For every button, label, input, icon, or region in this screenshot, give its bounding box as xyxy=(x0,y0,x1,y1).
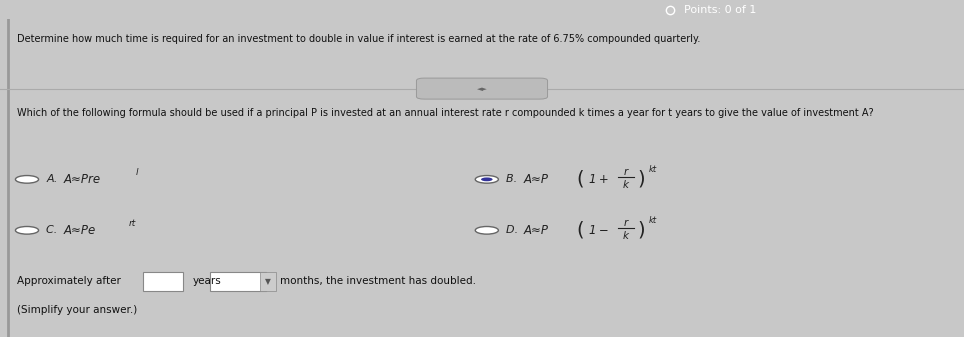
Text: 1 −: 1 − xyxy=(589,224,608,237)
Text: k: k xyxy=(623,231,629,241)
Text: 1 +: 1 + xyxy=(589,173,608,186)
Circle shape xyxy=(15,226,39,234)
Text: months, the investment has doubled.: months, the investment has doubled. xyxy=(280,276,475,286)
Text: Points: 0 of 1: Points: 0 of 1 xyxy=(684,5,757,15)
Text: (Simplify your answer.): (Simplify your answer.) xyxy=(17,305,138,315)
Text: (: ( xyxy=(576,221,584,240)
Text: (: ( xyxy=(576,170,584,189)
Circle shape xyxy=(481,178,493,181)
Text: ▼: ▼ xyxy=(265,277,271,286)
Text: r: r xyxy=(624,167,628,177)
Text: B.: B. xyxy=(506,174,524,184)
FancyBboxPatch shape xyxy=(260,272,276,291)
Text: ): ) xyxy=(637,170,645,189)
Text: ◄►: ◄► xyxy=(476,86,488,92)
Text: rt: rt xyxy=(129,219,137,228)
Text: Approximately after: Approximately after xyxy=(17,276,121,286)
FancyBboxPatch shape xyxy=(143,272,183,291)
Text: k: k xyxy=(623,180,629,190)
Text: A≈P: A≈P xyxy=(523,224,549,237)
Text: kt: kt xyxy=(649,165,656,174)
Text: D.: D. xyxy=(506,225,525,235)
Text: A.: A. xyxy=(46,174,65,184)
Text: A≈Pre: A≈Pre xyxy=(64,173,101,186)
FancyBboxPatch shape xyxy=(416,78,548,99)
Text: ): ) xyxy=(637,221,645,240)
Text: kt: kt xyxy=(649,216,656,225)
Text: l: l xyxy=(136,168,139,178)
Circle shape xyxy=(475,176,498,183)
Circle shape xyxy=(475,226,498,234)
Text: r: r xyxy=(624,218,628,228)
Text: Which of the following formula should be used if a principal P is invested at an: Which of the following formula should be… xyxy=(17,108,874,118)
Text: C.: C. xyxy=(46,225,65,235)
Text: Determine how much time is required for an investment to double in value if inte: Determine how much time is required for … xyxy=(17,34,701,44)
Text: A≈Pe: A≈Pe xyxy=(64,224,95,237)
Circle shape xyxy=(15,176,39,183)
Text: A≈P: A≈P xyxy=(523,173,549,186)
Text: years: years xyxy=(193,276,222,286)
FancyBboxPatch shape xyxy=(210,272,266,291)
